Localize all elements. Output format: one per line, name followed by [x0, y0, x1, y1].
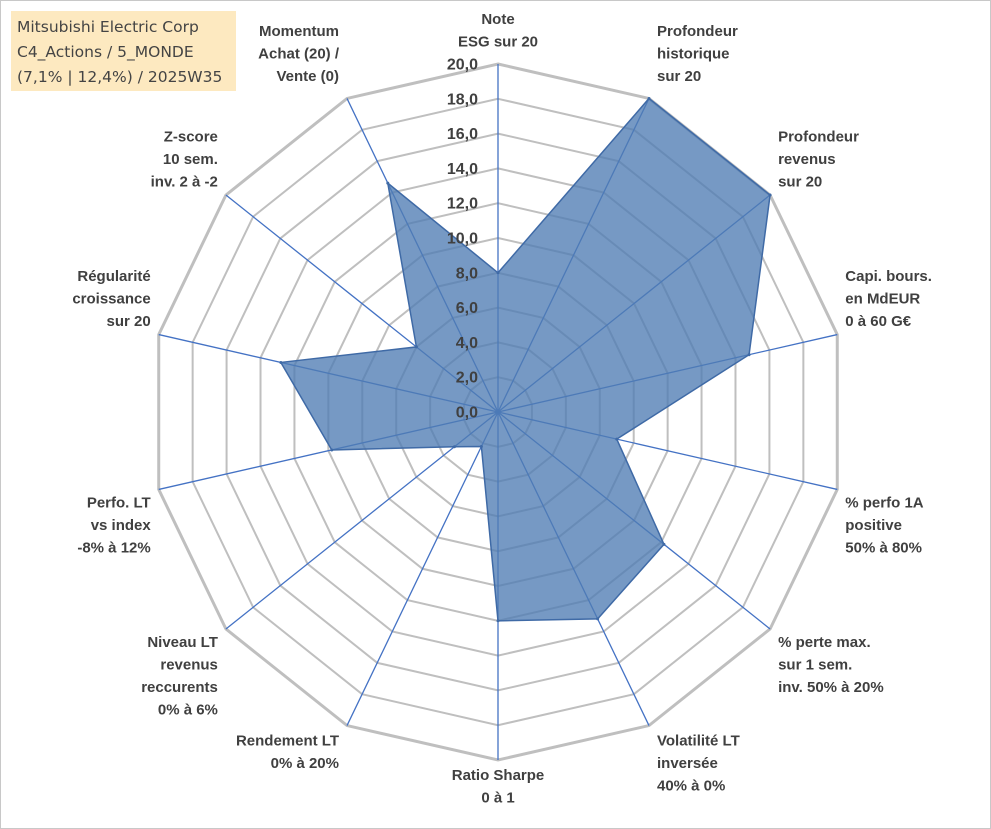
axis-title-line: Perfo. LT — [87, 494, 151, 511]
axis-title: % perfo 1A positive 50% à 80% — [845, 494, 924, 556]
axis-title: Profondeur revenus sur 20 — [778, 129, 859, 191]
tick-label: 16,0 — [447, 126, 478, 143]
axis-title-line: revenus — [778, 151, 836, 168]
axis-title-line: Vente (0) — [276, 68, 339, 85]
data-point — [647, 96, 651, 100]
axis-title-line: 40% à 0% — [657, 778, 725, 795]
axis-title-line: Niveau LT — [147, 634, 218, 651]
axis-title-line: Capi. bours. — [845, 268, 932, 285]
data-point — [496, 271, 500, 275]
axis-title: Momentum Achat (20) / Vente (0) — [258, 23, 340, 85]
data-point — [279, 360, 283, 364]
axis-title-line: Ratio Sharpe — [452, 767, 545, 784]
axis-title-line: reccurents — [141, 679, 218, 696]
data-point — [479, 444, 483, 448]
axis-title-line: Profondeur — [778, 129, 859, 146]
axis-title-line: 50% à 80% — [845, 539, 922, 556]
axis-title-line: vs index — [91, 517, 152, 534]
area-layer — [279, 96, 772, 623]
data-point — [330, 448, 334, 452]
data-point — [747, 353, 751, 357]
axis-title: % perte max. sur 1 sem. inv. 50% à 20% — [778, 634, 884, 696]
info-stats: (7,1% | 12,4%) / 2025W35 — [17, 68, 223, 86]
data-point — [452, 445, 456, 449]
tick-label: 4,0 — [456, 335, 478, 352]
axis-title-line: sur 20 — [657, 68, 701, 85]
data-point — [615, 437, 619, 441]
data-point — [768, 193, 772, 197]
axis-title: Rendement LT 0% à 20% — [236, 733, 339, 773]
axis-title: Régularité croissance sur 20 — [72, 268, 150, 330]
axis-title-line: ESG sur 20 — [458, 34, 538, 51]
label-layer: Note ESG sur 20 Profondeur historique sur 20… — [72, 11, 932, 807]
axis-title-line: 0% à 20% — [271, 755, 339, 772]
axis-title-line: historique — [657, 45, 730, 62]
info-box: Mitsubishi Electric Corp C4_Actions / 5_… — [11, 11, 236, 91]
tick-label: 6,0 — [456, 300, 478, 317]
tick-label: 12,0 — [447, 196, 478, 213]
data-point — [596, 617, 600, 621]
axis-title: Z-score 10 sem. inv. 2 à -2 — [151, 129, 218, 191]
tick-label: 2,0 — [456, 370, 478, 387]
data-point — [662, 542, 666, 546]
axis-title-line: Note — [481, 11, 514, 28]
axis-title-line: sur 20 — [107, 313, 151, 330]
data-point — [386, 181, 390, 185]
axis-title-line: inv. 2 à -2 — [151, 174, 218, 191]
axis-title-line: revenus — [160, 656, 218, 673]
axis-title-line: inversée — [657, 755, 718, 772]
axis-title: Niveau LT revenus reccurents 0% à 6% — [141, 634, 218, 719]
axis-title: Ratio Sharpe 0 à 1 — [452, 767, 545, 807]
axis-title: Volatilité LT inversée 40% à 0% — [657, 733, 740, 795]
axis-title-line: 0 à 1 — [481, 790, 514, 807]
axis-title-line: Momentum — [259, 23, 339, 40]
tick-layer: 0,0 2,0 4,0 6,0 8,0 10,0 12,0 14,0 16,0 18,0 20,0 — [447, 57, 478, 422]
axis-title: Profondeur historique sur 20 — [657, 23, 738, 85]
axis-title-line: 10 sem. — [163, 151, 218, 168]
axis-title-line: % perfo 1A — [845, 494, 924, 511]
tick-label: 20,0 — [447, 57, 478, 74]
axis-title-line: Volatilité LT — [657, 733, 740, 750]
axis-title-line: -8% à 12% — [77, 539, 150, 556]
tick-label: 0,0 — [456, 405, 478, 422]
axis-title: Note ESG sur 20 — [458, 11, 538, 51]
axis-title: Capi. bours. en MdEUR 0 à 60 G€ — [845, 268, 932, 330]
axis-title-line: croissance — [72, 291, 150, 308]
axis-title: Perfo. LT vs index -8% à 12% — [77, 494, 151, 556]
axis-spoke — [225, 411, 499, 630]
axis-title-line: Achat (20) / — [258, 45, 340, 62]
axis-title-line: sur 20 — [778, 174, 822, 191]
axis-title-line: Régularité — [77, 268, 150, 285]
axis-spoke — [346, 411, 499, 726]
axis-title-line: en MdEUR — [845, 291, 920, 308]
axis-title-line: positive — [845, 517, 902, 534]
axis-title-line: % perte max. — [778, 634, 871, 651]
axis-title-line: sur 1 sem. — [778, 656, 852, 673]
axis-title-line: 0% à 6% — [158, 701, 218, 718]
tick-label: 10,0 — [447, 231, 478, 248]
series-area — [279, 97, 771, 622]
axis-title-line: inv. 50% à 20% — [778, 679, 884, 696]
info-category: C4_Actions / 5_MONDE — [17, 43, 194, 61]
tick-label: 8,0 — [456, 265, 478, 282]
data-point — [414, 345, 418, 349]
axis-title-line: Rendement LT — [236, 733, 339, 750]
axis-title-line: 0 à 60 G€ — [845, 313, 912, 330]
info-company: Mitsubishi Electric Corp — [17, 18, 199, 36]
tick-label: 18,0 — [447, 91, 478, 108]
axis-title-line: Profondeur — [657, 23, 738, 40]
tick-label: 14,0 — [447, 161, 478, 178]
data-point — [496, 619, 500, 623]
axis-title-line: Z-score — [164, 129, 218, 146]
